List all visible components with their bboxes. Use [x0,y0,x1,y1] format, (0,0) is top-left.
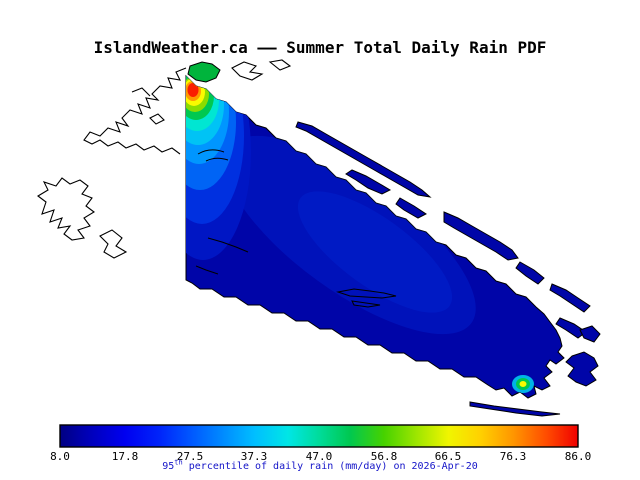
caption-prefix: 95 [162,461,175,472]
colorbar-gradient [59,424,579,448]
colorbar-tick: 56.8 [371,450,398,463]
colorbar-tick: 37.3 [241,450,268,463]
gulf-island [565,351,599,387]
mainland-islands [295,121,601,417]
mainland-mass [549,283,591,313]
colorbar-tick: 66.5 [435,450,462,463]
page-title: IslandWeather.ca —— Summer Total Daily R… [93,38,547,57]
colorbar-ticks: 8.0 17.8 27.5 37.3 47.0 56.8 66.5 76.3 8… [50,450,591,463]
vancouver-island [185,74,565,399]
north-green-patch [187,61,221,83]
colorbar-tick: 76.3 [500,450,527,463]
lake-outline [351,300,381,308]
mainland-sliver [345,169,392,195]
inlet-squiggles [195,149,249,275]
victoria-spot-core [519,381,527,387]
inlet-branch [131,87,151,97]
top-mainland-fragment [231,61,264,81]
mid-contour-band [224,135,476,335]
north-island-coastline [83,67,187,155]
mainland-mass [555,317,587,339]
mid-contour-band-inner [297,191,453,313]
mainland-mass [515,261,545,285]
south-shore-sliver [469,401,561,417]
west-coast-fragment [37,177,95,241]
gulf-island [579,325,601,343]
west-coast-fragment-small [99,229,128,259]
mainland-sliver [295,121,432,198]
lake-outline [336,288,397,299]
top-mainland-fragment-2 [268,59,292,71]
mainland-sliver [395,197,427,219]
lake-outlines [336,288,397,308]
hotspot-ring-10 [187,83,199,97]
colorbar-tick: 86.0 [565,450,592,463]
mainland-mass [443,211,519,261]
colorbar: 8.0 17.8 27.5 37.3 47.0 56.8 66.5 76.3 8… [50,424,591,463]
small-islet [149,113,165,125]
colorbar-tick: 27.5 [177,450,204,463]
colorbar-tick: 17.8 [112,450,139,463]
caption-rest: percentile of daily rain (mm/day) on 202… [182,461,478,472]
colorbar-tick: 8.0 [50,450,70,463]
colorbar-caption: 95th percentile of daily rain (mm/day) o… [0,458,640,472]
coastline-fragments [37,59,292,259]
caption-superscript: th [174,458,183,467]
colorbar-tick: 47.0 [306,450,333,463]
